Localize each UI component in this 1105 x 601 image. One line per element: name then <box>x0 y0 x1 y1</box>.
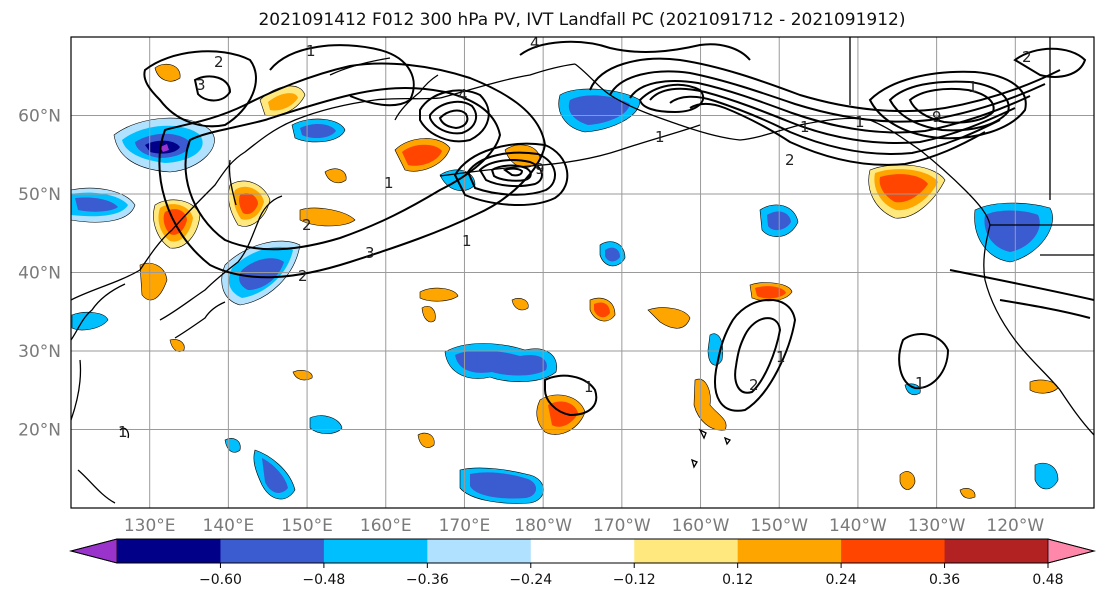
contour-label: 1 <box>584 378 594 396</box>
longitude-tick-label: 170°W <box>593 516 651 536</box>
contour-label: 2 <box>302 216 312 234</box>
latitude-tick-label: 30°N <box>18 342 61 362</box>
colorbar-segment <box>323 539 428 563</box>
colorbar-segment <box>737 539 842 563</box>
latitude-tick-label: 40°N <box>18 264 61 284</box>
contour-label: 3 <box>196 76 206 94</box>
contour-label: 1 <box>462 232 472 250</box>
colorbar-tick-label: 0.48 <box>1032 572 1063 588</box>
contour-label: 1 <box>800 118 810 136</box>
colorbar-segment <box>427 539 532 563</box>
colorbar-extend-min <box>69 538 118 564</box>
map-content: 2 1 3 2 4 1 1 2 3 9 1 2 1 1 1 9 1 2 1 1 … <box>71 34 1094 508</box>
latitude-tick-label: 50°N <box>18 185 61 205</box>
colorbar-tick-label: 0.24 <box>826 572 857 588</box>
contour-label: 1 <box>968 78 978 96</box>
graticule <box>71 37 1094 508</box>
colorbar-tick-label: 0.12 <box>722 572 753 588</box>
longitude-tick-label: 170°E <box>439 516 491 536</box>
contour-label: 9 <box>535 160 545 178</box>
contour-label: 1 <box>118 423 128 441</box>
longitude-tick-label: 150°W <box>750 516 808 536</box>
contour-label: 4 <box>530 34 540 52</box>
longitude-tick-label: 130°E <box>124 516 176 536</box>
longitude-tick-label: 160°E <box>360 516 412 536</box>
contour-labels: 2 1 3 2 4 1 1 2 3 9 1 2 1 1 1 9 1 2 1 1 … <box>118 34 1032 441</box>
colorbar-segment <box>634 539 739 563</box>
contour-label: 1 <box>306 42 316 60</box>
contour-label: 9 <box>932 108 942 126</box>
contour-label: 1 <box>655 128 665 146</box>
ivt-contours <box>143 40 1094 417</box>
latitude-tick-label: 20°N <box>18 421 61 441</box>
colorbar: −0.60 −0.48 −0.36 −0.24 −0.12 0.12 0.24 0.36 0.4… <box>69 538 1096 588</box>
contour-label: 4 <box>458 86 468 104</box>
colorbar-tick-label: −0.36 <box>406 572 449 588</box>
colorbar-segment <box>841 539 946 563</box>
contour-label: 2 <box>1022 48 1032 66</box>
colorbar-tick-label: −0.12 <box>613 572 656 588</box>
colorbar-tick-label: −0.60 <box>199 572 242 588</box>
colorbar-tick-label: 0.36 <box>929 572 960 588</box>
colorbar-outline <box>69 538 1096 564</box>
longitude-tick-label: 130°W <box>908 516 966 536</box>
contour-label: 2 <box>298 267 308 285</box>
longitude-tick-label: 180°W <box>514 516 572 536</box>
contour-label: 3 <box>365 244 375 262</box>
colorbar-segment <box>117 539 221 563</box>
colorbar-segment <box>944 539 1049 563</box>
contour-label: 1 <box>915 374 925 392</box>
contour-label: 1 <box>855 113 865 131</box>
coastlines <box>71 37 1094 504</box>
contour-label: 1 <box>384 174 394 192</box>
contour-label: 1 <box>776 348 786 366</box>
longitude-tick-label: 120°W <box>986 516 1044 536</box>
colorbar-tick-label: −0.24 <box>509 572 552 588</box>
longitude-tick-label: 140°W <box>829 516 887 536</box>
figure-title: 2021091412 F012 300 hPa PV, IVT Landfall… <box>258 10 905 30</box>
longitude-tick-label: 150°E <box>281 516 333 536</box>
colorbar-segment <box>530 539 635 563</box>
contour-label: 2 <box>785 151 795 169</box>
longitude-tick-label: 140°E <box>203 516 255 536</box>
colorbar-tick-label: −0.48 <box>302 572 345 588</box>
latitude-tick-labels: 20°N 30°N 40°N 50°N 60°N <box>18 107 61 441</box>
contour-label: 2 <box>749 376 759 394</box>
latitude-tick-label: 60°N <box>18 107 61 127</box>
contour-label: 2 <box>214 53 224 71</box>
colorbar-segment <box>220 539 325 563</box>
colorbar-extend-max <box>1047 538 1096 564</box>
longitude-tick-label: 160°W <box>672 516 730 536</box>
longitude-tick-labels: 130°E 140°E 150°E 160°E 170°E 180°W 170°W 160°W… <box>124 516 1045 536</box>
map-frame <box>70 36 1095 509</box>
